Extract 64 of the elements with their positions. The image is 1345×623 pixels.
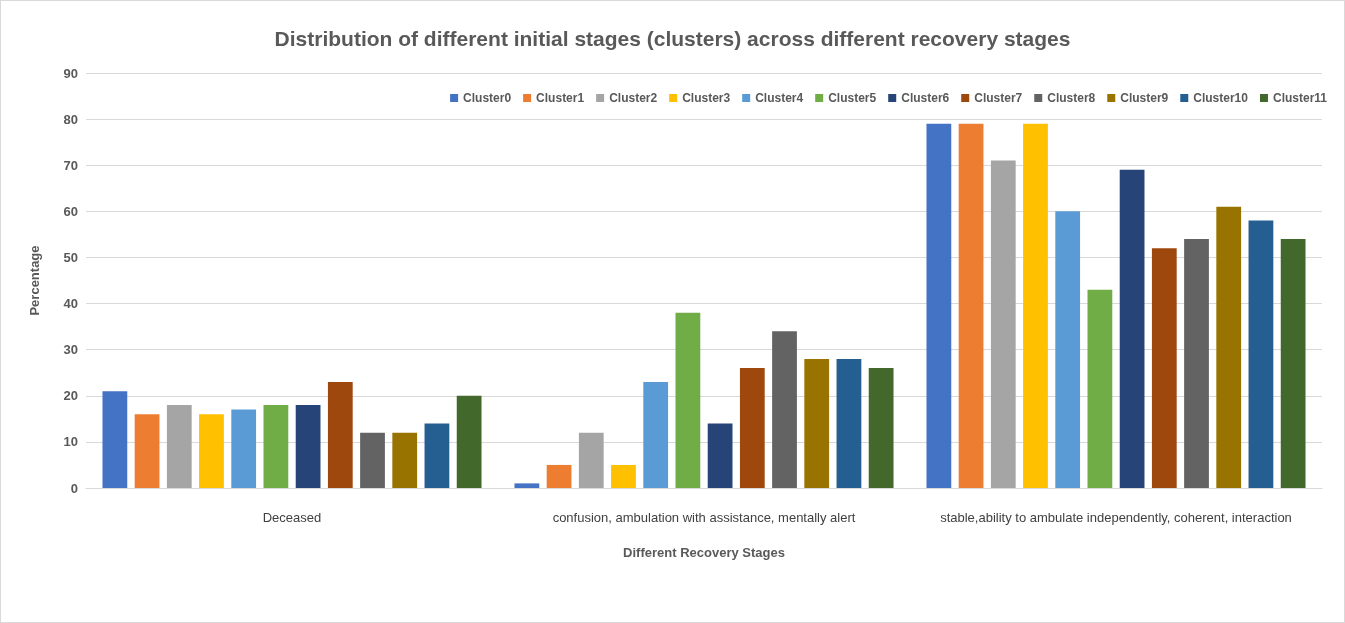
bar — [1151, 248, 1177, 488]
legend-label: Cluster10 — [1193, 91, 1249, 105]
y-tick-label: 0 — [70, 480, 78, 496]
bar — [836, 358, 862, 488]
legend-label: Cluster3 — [682, 91, 731, 105]
y-tick-label: 40 — [63, 296, 78, 312]
bar — [1216, 206, 1242, 488]
legend-label: Cluster8 — [1047, 91, 1096, 105]
legend-label: Cluster2 — [609, 91, 658, 105]
legend-label: Cluster1 — [536, 91, 585, 105]
bar — [739, 368, 765, 488]
bar — [1023, 123, 1048, 488]
bar — [868, 368, 894, 488]
bar — [424, 423, 450, 488]
bar — [199, 414, 224, 488]
legend-label: Cluster11 — [1272, 91, 1328, 105]
bar — [926, 123, 952, 488]
bar — [1055, 211, 1081, 488]
y-tick-label: 60 — [63, 203, 78, 219]
bar — [990, 160, 1016, 488]
y-tick-label: 10 — [63, 434, 78, 450]
x-axis-title: Different Recovery Stages — [623, 545, 785, 560]
bar — [1248, 220, 1274, 488]
bar — [1119, 169, 1145, 488]
bar — [231, 409, 257, 488]
bar — [166, 405, 192, 488]
bar — [360, 432, 385, 488]
bar — [611, 464, 636, 488]
bar — [1087, 289, 1113, 488]
bar — [102, 391, 128, 488]
x-tick-label: confusion, ambulation with assistance, mentally alert — [552, 509, 856, 525]
bar — [675, 312, 701, 488]
x-tick-label: Deceased — [262, 509, 322, 525]
legend-label: Cluster9 — [1120, 91, 1169, 105]
y-tick-label: 30 — [63, 342, 78, 358]
bar — [1184, 239, 1209, 488]
bar — [546, 464, 572, 488]
y-axis-title: Percentage — [27, 245, 42, 316]
bar — [707, 423, 733, 488]
legend-label: Cluster0 — [463, 91, 512, 105]
legend-label: Cluster4 — [755, 91, 804, 105]
bar — [295, 405, 321, 488]
bar — [772, 331, 797, 488]
bar — [134, 414, 160, 488]
y-tick-label: 90 — [63, 65, 78, 81]
bar — [263, 405, 289, 488]
bar — [578, 432, 604, 488]
chart-title: Distribution of different initial stages (clusters) across different recovery stages — [274, 27, 1071, 50]
y-tick-label: 50 — [63, 249, 78, 265]
legend-label: Cluster7 — [974, 91, 1023, 105]
bar — [958, 123, 984, 488]
legend-label: Cluster6 — [901, 91, 950, 105]
bar — [514, 483, 540, 488]
x-tick-label: stable,ability to ambulate independently, coherent, interaction — [940, 509, 1292, 525]
bar — [643, 381, 669, 488]
legend-label: Cluster5 — [828, 91, 877, 105]
y-tick-label: 70 — [63, 157, 78, 173]
bar — [392, 432, 418, 488]
bar — [1280, 239, 1306, 488]
bar — [456, 395, 482, 488]
y-tick-label: 80 — [63, 111, 78, 127]
bar — [804, 358, 830, 488]
y-tick-label: 20 — [63, 388, 78, 404]
bar — [327, 381, 353, 488]
